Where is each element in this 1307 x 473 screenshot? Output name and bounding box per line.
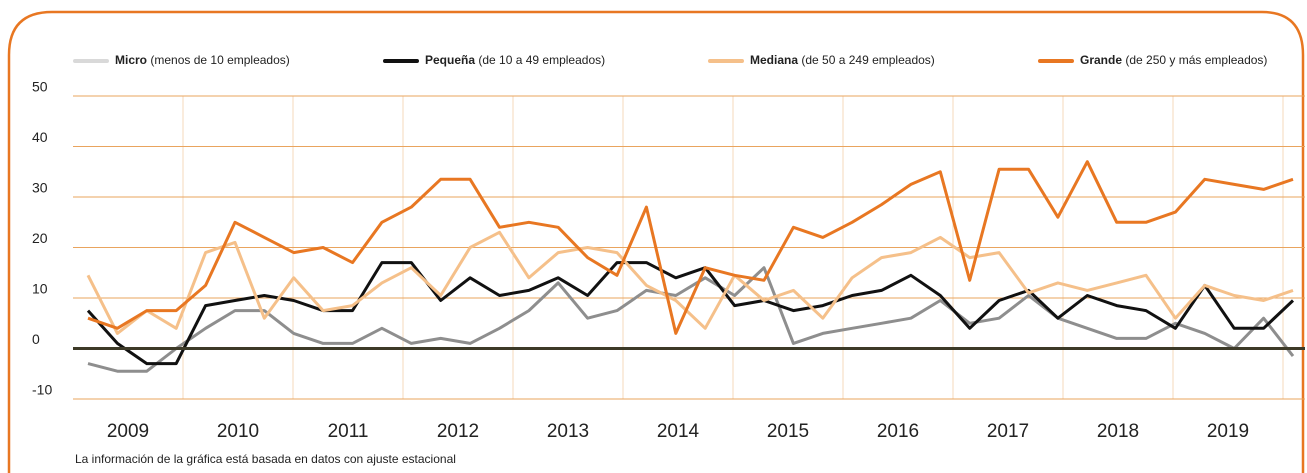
footnote: La información de la gráfica está basada…	[75, 452, 456, 466]
legend-detail: (de 250 y más empleados)	[1125, 53, 1267, 67]
x-tick-label: 2014	[657, 421, 700, 442]
x-tick-label: 2011	[328, 421, 369, 442]
legend-entry: Micro (menos de 10 empleados)	[115, 53, 290, 67]
legend-name: Micro	[115, 53, 147, 67]
y-tick-label: 50	[32, 79, 48, 95]
legend-name: Grande	[1080, 53, 1122, 67]
series-line	[87, 266, 1295, 373]
x-tick-label: 2018	[1097, 421, 1139, 442]
legend-entry: Pequeña (de 10 a 49 empleados)	[425, 53, 605, 67]
legend-detail: (de 50 a 249 empleados)	[801, 53, 934, 67]
frame	[7, 10, 1305, 473]
series-line	[86, 261, 1295, 366]
legend-detail: (de 10 a 49 empleados)	[478, 53, 605, 67]
y-tick-label: 30	[32, 180, 48, 196]
x-tick-label: 2017	[987, 421, 1029, 442]
x-tick-label: 2019	[1207, 421, 1249, 442]
x-tick-label: 2013	[547, 421, 589, 442]
legend-name: Pequeña	[425, 53, 475, 67]
legend-detail: (menos de 10 empleados)	[150, 53, 289, 67]
y-tick-label: 40	[32, 129, 48, 145]
x-tick-label: 2016	[877, 421, 919, 442]
y-tick-label: -10	[32, 382, 52, 398]
x-tick-label: 2012	[437, 421, 479, 442]
x-tick-label: 2009	[107, 421, 149, 442]
legend-name: Mediana	[750, 53, 798, 67]
series-line	[87, 160, 1294, 335]
y-tick-label: 10	[32, 281, 48, 297]
x-tick-label: 2010	[217, 421, 259, 442]
series-line	[86, 230, 1294, 335]
y-tick-label: 0	[32, 331, 40, 347]
x-tick-label: 2015	[767, 421, 809, 442]
legend-entry: Grande (de 250 y más empleados)	[1080, 53, 1267, 67]
legend-entry: Mediana (de 50 a 249 empleados)	[750, 53, 935, 67]
y-tick-label: 20	[32, 230, 48, 246]
